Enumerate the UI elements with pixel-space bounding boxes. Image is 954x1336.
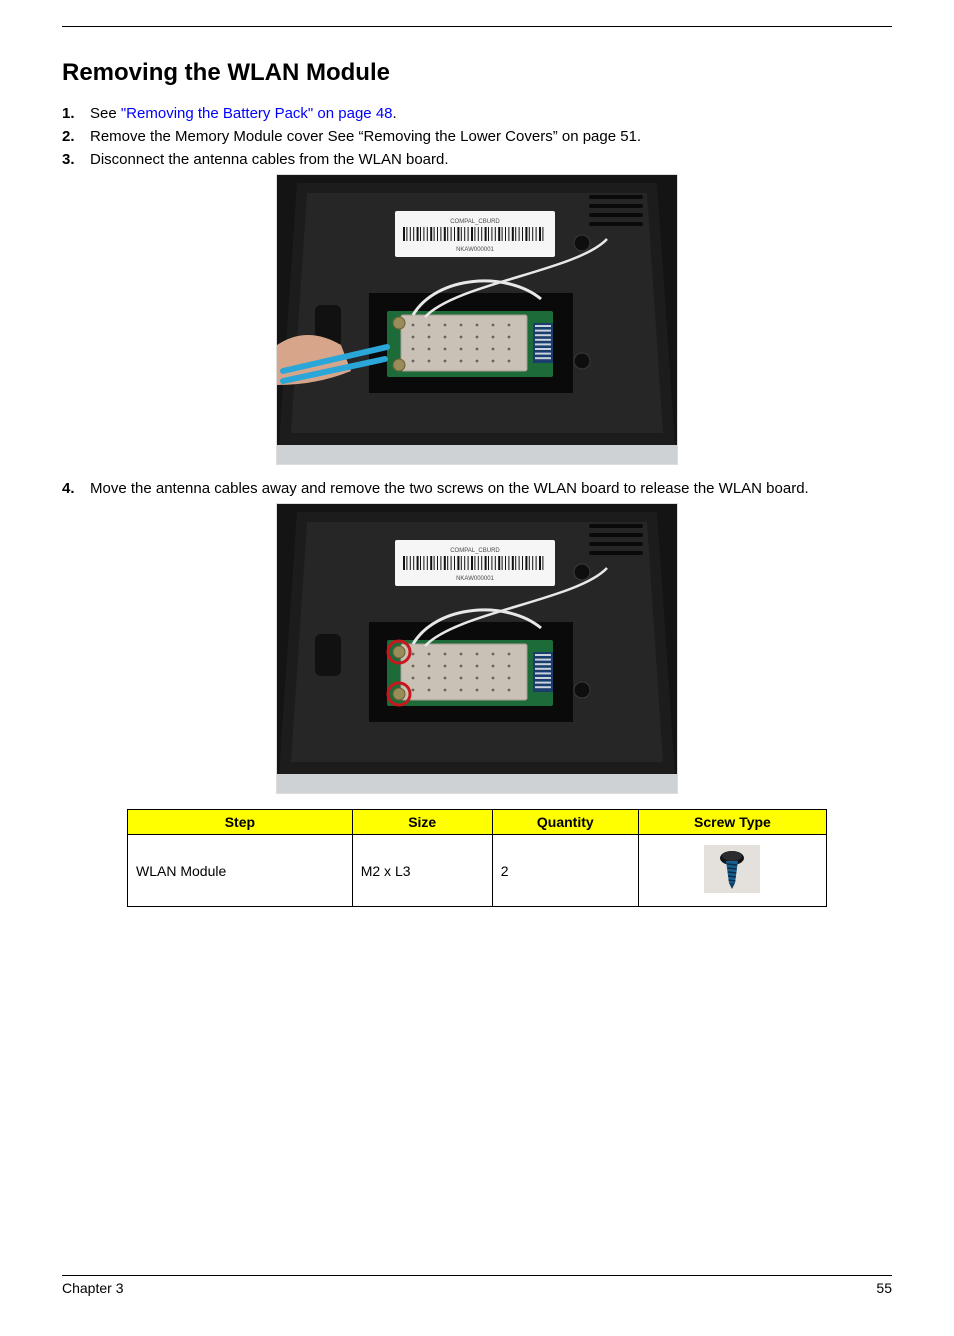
table-row: WLAN Module M2 x L3 2: [128, 835, 827, 907]
step-4: 4. Move the antenna cables away and remo…: [62, 480, 892, 497]
photo-1: COMPAL_CBURD NKAW000001: [276, 174, 678, 465]
step-2-num: 2.: [62, 128, 90, 145]
photo-1-wrap: COMPAL_CBURD NKAW000001: [62, 174, 892, 470]
step-4-text: Move the antenna cables away and remove …: [90, 480, 809, 497]
td-step: WLAN Module: [128, 835, 353, 907]
step-3: 3. Disconnect the antenna cables from th…: [62, 151, 892, 168]
td-size: M2 x L3: [352, 835, 492, 907]
screw-table: Step Size Quantity Screw Type WLAN Modul…: [127, 809, 827, 907]
step-2: 2. Remove the Memory Module cover See “R…: [62, 128, 892, 145]
step-list: 1. See "Removing the Battery Pack" on pa…: [62, 105, 892, 168]
td-screw: [638, 835, 826, 907]
step-3-text: Disconnect the antenna cables from the W…: [90, 151, 449, 168]
th-qty: Quantity: [492, 810, 638, 835]
photo-2: COMPAL_CBURD NKAW000001: [276, 503, 678, 794]
step-1: 1. See "Removing the Battery Pack" on pa…: [62, 105, 892, 122]
footer-right: 55: [876, 1280, 892, 1296]
step-1-suffix: .: [393, 105, 397, 122]
screw-icon: [704, 845, 760, 893]
svg-text:NKAW000001: NKAW000001: [456, 576, 494, 582]
photo-2-wrap: COMPAL_CBURD NKAW000001: [62, 503, 892, 799]
th-type: Screw Type: [638, 810, 826, 835]
footer: Chapter 3 55: [62, 1275, 892, 1296]
page-title: Removing the WLAN Module: [62, 59, 892, 87]
step-list-2: 4. Move the antenna cables away and remo…: [62, 480, 892, 497]
svg-text:COMPAL_CBURD: COMPAL_CBURD: [450, 548, 500, 554]
svg-text:NKAW000001: NKAW000001: [456, 247, 494, 253]
svg-text:COMPAL_CBURD: COMPAL_CBURD: [450, 219, 500, 225]
step-1-prefix: See: [90, 105, 121, 122]
step-1-link[interactable]: "Removing the Battery Pack" on page 48: [121, 105, 393, 122]
step-1-num: 1.: [62, 105, 90, 122]
td-qty: 2: [492, 835, 638, 907]
step-3-num: 3.: [62, 151, 90, 168]
step-4-num: 4.: [62, 480, 90, 497]
th-step: Step: [128, 810, 353, 835]
step-1-text: See "Removing the Battery Pack" on page …: [90, 105, 397, 122]
th-size: Size: [352, 810, 492, 835]
footer-left: Chapter 3: [62, 1280, 123, 1296]
step-2-text: Remove the Memory Module cover See “Remo…: [90, 128, 641, 145]
